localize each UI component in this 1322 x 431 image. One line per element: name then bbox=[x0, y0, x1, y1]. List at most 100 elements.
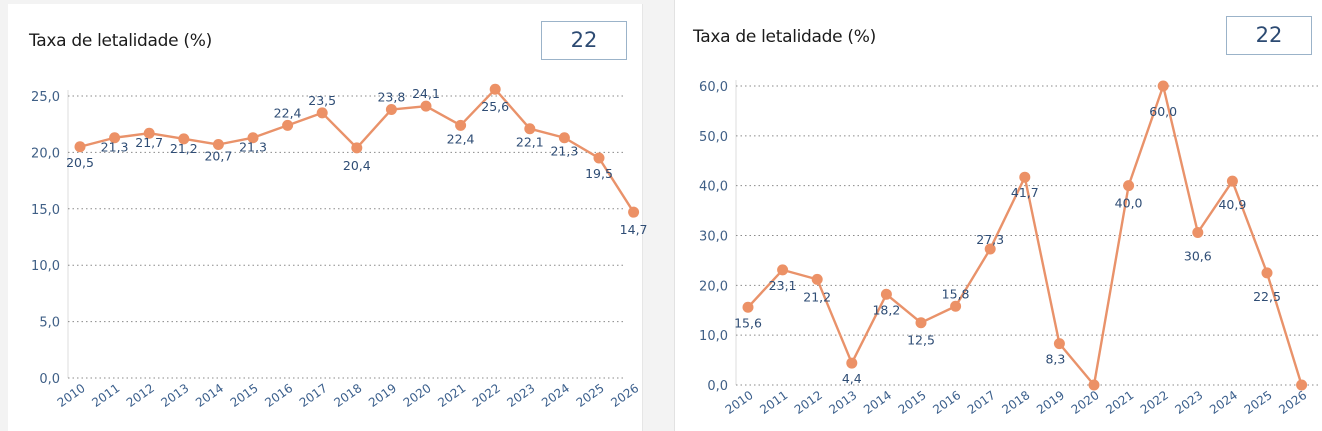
data-label: 18,2 bbox=[872, 302, 900, 317]
y-tick-label: 10,0 bbox=[699, 329, 728, 344]
y-tick-label: 20,0 bbox=[31, 146, 60, 161]
x-tick-label: 2024 bbox=[1207, 388, 1240, 417]
data-point bbox=[742, 301, 754, 313]
data-label: 22,4 bbox=[447, 131, 475, 146]
y-tick-label: 60,0 bbox=[699, 80, 728, 95]
data-label: 21,7 bbox=[135, 135, 163, 150]
data-label: 15,8 bbox=[942, 286, 970, 301]
data-label: 21,2 bbox=[803, 289, 831, 304]
data-label: 14,7 bbox=[620, 222, 648, 237]
data-label: 12,5 bbox=[907, 333, 935, 348]
x-tick-label: 2018 bbox=[999, 388, 1032, 417]
x-tick-label: 2011 bbox=[757, 388, 790, 417]
data-label: 22,1 bbox=[516, 135, 544, 150]
data-point bbox=[811, 273, 823, 285]
data-point bbox=[385, 104, 397, 116]
data-label: 23,8 bbox=[377, 90, 405, 105]
x-tick-label: 2012 bbox=[792, 388, 825, 417]
data-point bbox=[74, 141, 86, 153]
x-tick-label: 2016 bbox=[930, 388, 963, 417]
data-label: 25,6 bbox=[481, 99, 509, 114]
data-point bbox=[109, 132, 121, 144]
data-point bbox=[846, 357, 858, 369]
data-point bbox=[1192, 227, 1204, 239]
data-label: 30,6 bbox=[1184, 249, 1212, 264]
data-point bbox=[984, 243, 996, 255]
data-point bbox=[212, 139, 224, 151]
data-point bbox=[1226, 175, 1238, 187]
data-point bbox=[351, 142, 363, 154]
data-point bbox=[1157, 80, 1169, 92]
y-tick-label: 30,0 bbox=[699, 230, 728, 245]
data-point bbox=[915, 317, 927, 329]
y-tick-label: 0,0 bbox=[39, 372, 60, 387]
data-label: 20,7 bbox=[204, 149, 232, 164]
data-label: 24,1 bbox=[412, 86, 440, 101]
x-tick-label: 2019 bbox=[1034, 388, 1067, 417]
x-tick-label: 2023 bbox=[1172, 388, 1205, 417]
chart-card-right bbox=[674, 0, 1322, 431]
data-point bbox=[455, 119, 467, 131]
data-point bbox=[247, 132, 259, 144]
data-label: 22,5 bbox=[1253, 289, 1281, 304]
data-label: 4,4 bbox=[842, 371, 862, 386]
x-tick-label: 2026 bbox=[1276, 388, 1309, 417]
y-tick-label: 0,0 bbox=[707, 379, 728, 394]
data-point bbox=[777, 264, 789, 276]
data-label: 60,0 bbox=[1149, 104, 1177, 119]
data-point bbox=[316, 107, 328, 119]
data-point bbox=[1296, 379, 1308, 391]
data-label: 22,4 bbox=[274, 105, 302, 120]
data-label: 8,3 bbox=[1045, 352, 1065, 367]
data-point bbox=[880, 288, 892, 300]
data-label: 21,3 bbox=[239, 140, 267, 155]
data-point bbox=[628, 206, 640, 218]
data-point bbox=[420, 100, 432, 112]
x-tick-label: 2020 bbox=[1069, 388, 1102, 417]
data-label: 23,1 bbox=[769, 278, 797, 293]
chart-card-left bbox=[8, 4, 643, 431]
x-tick-label: 2022 bbox=[1138, 388, 1171, 417]
data-label: 21,3 bbox=[550, 144, 578, 159]
data-label: 15,6 bbox=[734, 315, 762, 330]
data-point bbox=[593, 152, 605, 164]
data-point bbox=[282, 119, 294, 131]
data-point bbox=[489, 83, 501, 95]
y-tick-label: 15,0 bbox=[31, 203, 60, 218]
kpi-value-box-right: 22 bbox=[1226, 16, 1312, 55]
data-point bbox=[1261, 267, 1273, 279]
y-tick-label: 10,0 bbox=[31, 259, 60, 274]
data-point bbox=[1019, 171, 1031, 183]
data-point bbox=[1088, 379, 1100, 391]
data-point bbox=[524, 123, 536, 135]
x-tick-label: 2025 bbox=[1242, 388, 1275, 417]
data-label: 19,5 bbox=[585, 166, 613, 181]
data-label: 20,4 bbox=[343, 158, 371, 173]
data-point bbox=[1053, 338, 1065, 350]
data-label: 40,0 bbox=[1115, 196, 1143, 211]
data-label: 21,2 bbox=[170, 141, 198, 156]
kpi-value-box-left: 22 bbox=[541, 21, 627, 60]
y-tick-label: 40,0 bbox=[699, 180, 728, 195]
y-tick-label: 50,0 bbox=[699, 130, 728, 145]
x-tick-label: 2013 bbox=[826, 388, 859, 417]
y-tick-label: 25,0 bbox=[31, 90, 60, 105]
chart-title-right: Taxa de letalidade (%) bbox=[693, 27, 876, 47]
data-label: 21,3 bbox=[101, 140, 129, 155]
data-label: 20,5 bbox=[66, 155, 94, 170]
data-point bbox=[950, 300, 962, 312]
data-point bbox=[558, 132, 570, 144]
data-point bbox=[178, 133, 190, 145]
data-label: 27,3 bbox=[976, 232, 1004, 247]
x-tick-label: 2014 bbox=[861, 388, 894, 417]
data-point bbox=[1123, 180, 1135, 192]
chart-title-left: Taxa de letalidade (%) bbox=[29, 31, 212, 51]
y-tick-label: 20,0 bbox=[699, 279, 728, 294]
data-label: 23,5 bbox=[308, 93, 336, 108]
x-tick-label: 2021 bbox=[1103, 388, 1136, 417]
data-label: 41,7 bbox=[1011, 185, 1039, 200]
x-tick-label: 2015 bbox=[896, 388, 929, 417]
data-point bbox=[143, 127, 155, 139]
